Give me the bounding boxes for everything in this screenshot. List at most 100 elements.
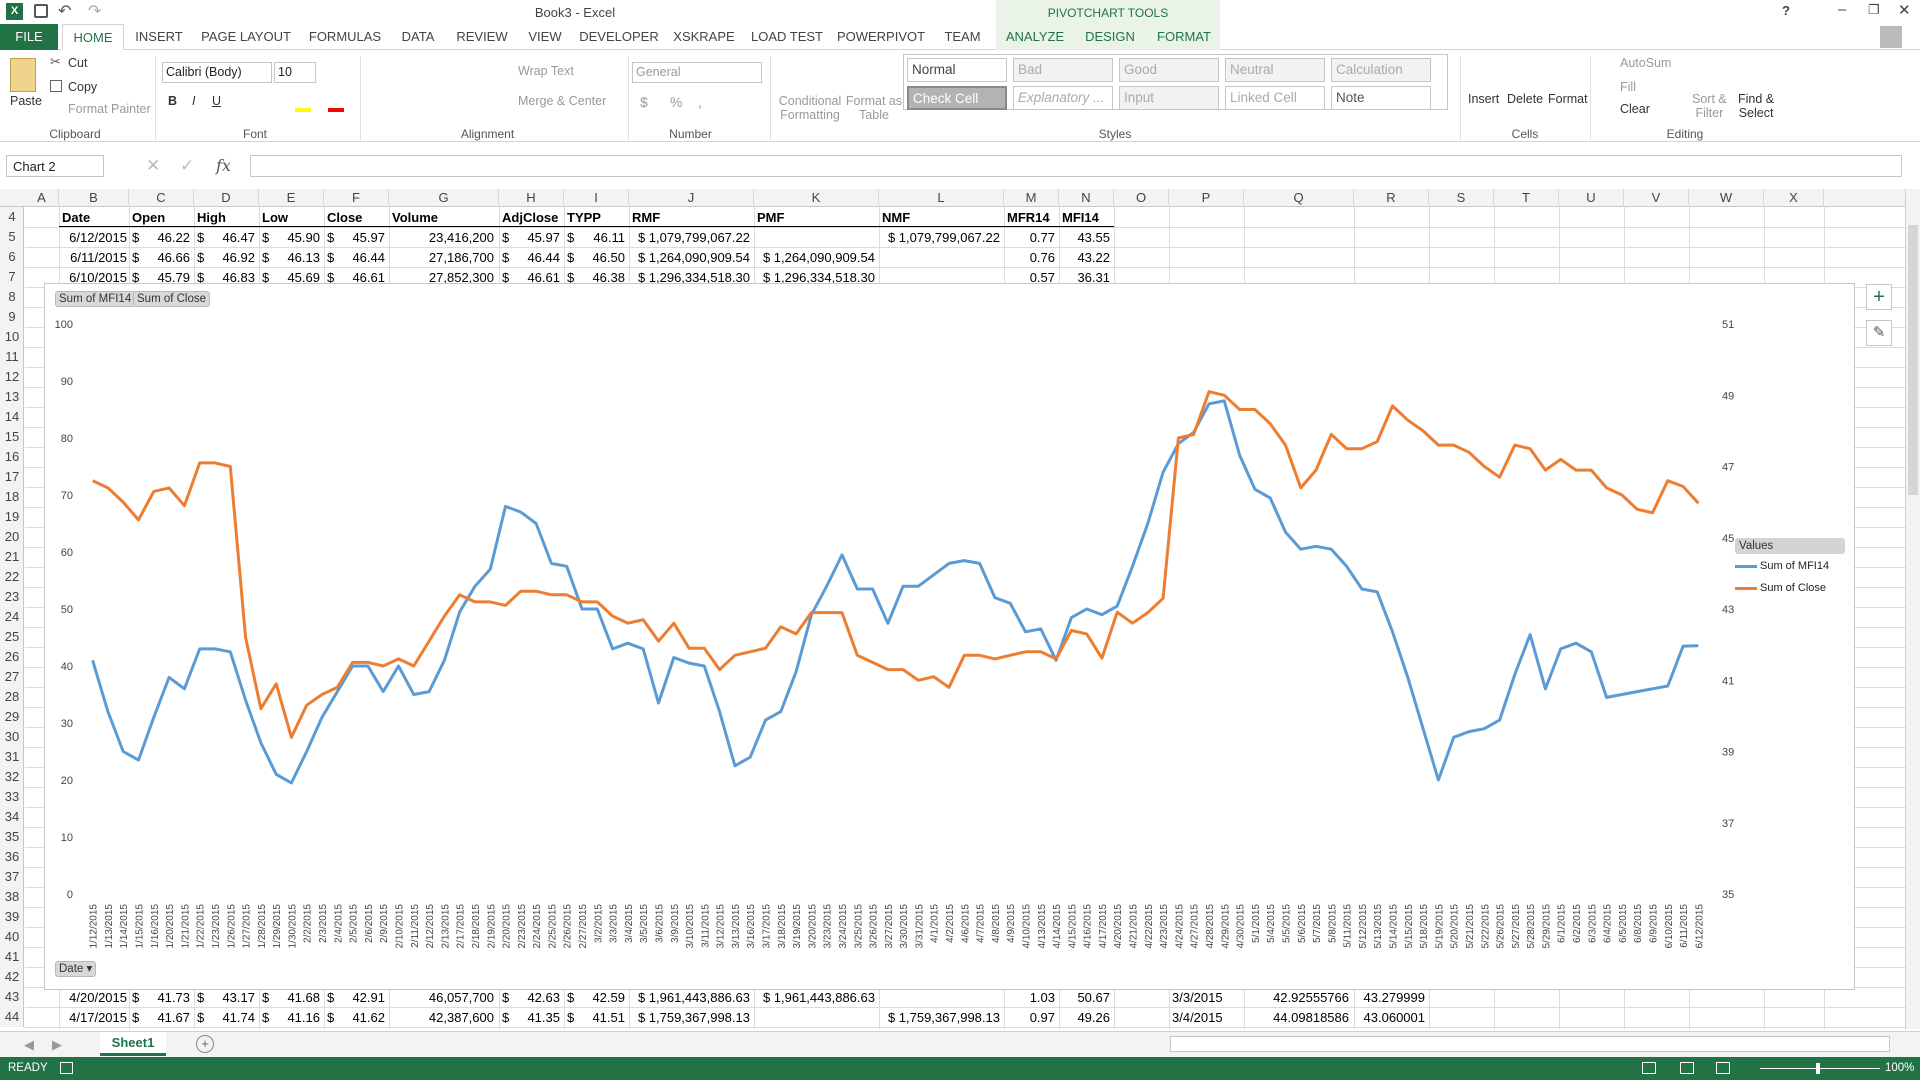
font-color-icon[interactable] bbox=[328, 108, 344, 112]
cell[interactable]: 42,387,600 bbox=[428, 1010, 494, 1025]
cell[interactable]: 43.55 bbox=[1077, 230, 1110, 245]
page-layout-view-icon[interactable] bbox=[1680, 1062, 1694, 1074]
cell[interactable]: 46.50 bbox=[592, 250, 625, 265]
name-box[interactable]: Chart 2 bbox=[6, 155, 104, 177]
column-header[interactable]: U bbox=[1559, 189, 1624, 207]
cell[interactable]: 42.91 bbox=[352, 990, 385, 1005]
sheet-prev-icon[interactable]: ◀ bbox=[24, 1037, 34, 1052]
cell[interactable]: PMF bbox=[757, 210, 785, 225]
cell[interactable]: 4/17/2015 bbox=[69, 1010, 127, 1025]
cell[interactable]: $ bbox=[132, 250, 140, 265]
cell[interactable]: 0.76 bbox=[1029, 250, 1055, 265]
column-header[interactable]: K bbox=[754, 189, 879, 207]
tab-review[interactable]: REVIEW bbox=[456, 29, 508, 44]
row-header[interactable]: 32 bbox=[4, 769, 20, 784]
cancel-icon[interactable]: ✕ bbox=[146, 156, 161, 175]
undo-icon[interactable]: ↶ bbox=[58, 3, 72, 20]
cell[interactable]: $ bbox=[262, 230, 270, 245]
row-header[interactable]: 42 bbox=[4, 969, 20, 984]
zoom-level[interactable]: 100% bbox=[1885, 1062, 1915, 1074]
percent-button[interactable]: % bbox=[670, 94, 683, 110]
format-as-table-button[interactable]: Format as Table bbox=[845, 94, 903, 122]
cell[interactable]: 42.59 bbox=[592, 990, 625, 1005]
cell[interactable]: 6/11/2015 bbox=[70, 250, 127, 265]
column-header[interactable]: Q bbox=[1244, 189, 1354, 207]
cell[interactable]: $ bbox=[197, 1010, 205, 1025]
row-header[interactable]: 33 bbox=[4, 789, 20, 804]
row-header[interactable]: 24 bbox=[4, 609, 20, 624]
italic-button[interactable]: I bbox=[192, 94, 196, 108]
insert-cells-button[interactable]: Insert bbox=[1468, 92, 1500, 106]
row-header[interactable]: 29 bbox=[4, 709, 20, 724]
column-header[interactable]: H bbox=[499, 189, 564, 207]
formula-input[interactable] bbox=[250, 155, 1902, 177]
row-header[interactable]: 37 bbox=[4, 869, 20, 884]
tab-formulas[interactable]: FORMULAS bbox=[308, 29, 382, 44]
cell[interactable]: 36.31 bbox=[1077, 270, 1110, 285]
row-header[interactable]: 19 bbox=[4, 509, 20, 524]
row-header[interactable]: 15 bbox=[4, 429, 20, 444]
scroll-thumb[interactable] bbox=[1908, 225, 1918, 495]
cell[interactable]: 46.44 bbox=[352, 250, 385, 265]
style-explanatory[interactable]: Explanatory ... bbox=[1013, 86, 1113, 110]
cell[interactable]: 0.97 bbox=[1029, 1010, 1055, 1025]
row-header[interactable]: 12 bbox=[4, 369, 20, 384]
new-sheet-icon[interactable]: + bbox=[196, 1035, 214, 1053]
column-header[interactable]: A bbox=[25, 189, 59, 207]
tab-powerpivot[interactable]: POWERPIVOT bbox=[836, 29, 926, 44]
cell[interactable]: 6/12/2015 bbox=[69, 230, 127, 245]
row-header[interactable]: 11 bbox=[5, 349, 19, 364]
cell[interactable]: Close bbox=[327, 210, 363, 225]
row-header[interactable]: 8 bbox=[8, 289, 16, 304]
cell[interactable]: 43.060001 bbox=[1363, 1010, 1425, 1025]
cell[interactable]: $ 1,264,090,909.54 bbox=[762, 250, 875, 265]
cell[interactable]: $ bbox=[502, 230, 510, 245]
column-header[interactable]: E bbox=[259, 189, 324, 207]
cell[interactable]: 41.51 bbox=[592, 1010, 625, 1025]
bold-button[interactable]: B bbox=[168, 94, 178, 108]
tab-team[interactable]: TEAM bbox=[944, 29, 981, 44]
tab-page-layout[interactable]: PAGE LAYOUT bbox=[201, 29, 291, 44]
cell[interactable]: 42.63 bbox=[527, 990, 560, 1005]
font-size-box[interactable]: 10 bbox=[274, 62, 316, 83]
style-bad[interactable]: Bad bbox=[1013, 58, 1113, 82]
cell[interactable]: $ bbox=[262, 270, 270, 285]
cell[interactable]: 27,186,700 bbox=[428, 250, 494, 265]
enter-icon[interactable]: ✓ bbox=[180, 156, 195, 175]
row-header[interactable]: 13 bbox=[4, 389, 20, 404]
zoom-thumb[interactable] bbox=[1816, 1063, 1820, 1074]
column-header[interactable]: L bbox=[879, 189, 1004, 207]
row-header[interactable]: 27 bbox=[4, 669, 20, 684]
cell[interactable]: 46.61 bbox=[527, 270, 560, 285]
chart-styles-brush-icon[interactable]: ✎ bbox=[1866, 320, 1892, 346]
cell[interactable]: 45.97 bbox=[527, 230, 560, 245]
macro-record-icon[interactable] bbox=[60, 1062, 73, 1074]
font-name-box[interactable]: Calibri (Body) bbox=[162, 62, 272, 83]
pivot-chart[interactable]: Sum of MFI14 Sum of Close Date ▾ 0 10 20 30… bbox=[44, 283, 1855, 990]
cell[interactable]: $ 1,264,090,909.54 bbox=[637, 250, 750, 265]
cell[interactable]: $ 1,296,334,518.30 bbox=[762, 270, 875, 285]
chart-elements-button[interactable]: + bbox=[1866, 284, 1892, 310]
cell[interactable]: $ bbox=[327, 270, 335, 285]
column-header[interactable]: V bbox=[1624, 189, 1689, 207]
cell[interactable]: 41.73 bbox=[157, 990, 190, 1005]
cell[interactable]: $ 1,759,367,998.13 bbox=[637, 1010, 750, 1025]
cell[interactable]: TYPP bbox=[567, 210, 601, 225]
cell[interactable]: $ 1,079,799,067.22 bbox=[887, 230, 1000, 245]
row-header[interactable]: 43 bbox=[4, 989, 20, 1004]
cell[interactable]: 41.67 bbox=[157, 1010, 190, 1025]
cell[interactable]: $ 1,079,799,067.22 bbox=[637, 230, 750, 245]
column-header[interactable]: I bbox=[564, 189, 629, 207]
cell[interactable]: Low bbox=[262, 210, 288, 225]
row-header[interactable]: 18 bbox=[4, 489, 20, 504]
cell[interactable]: $ bbox=[132, 990, 140, 1005]
style-check-cell[interactable]: Check Cell bbox=[907, 86, 1007, 110]
cell[interactable]: $ bbox=[197, 250, 205, 265]
tab-format[interactable]: FORMAT bbox=[1157, 29, 1211, 44]
cell[interactable]: 50.67 bbox=[1077, 990, 1110, 1005]
cell[interactable]: 45.79 bbox=[157, 270, 190, 285]
cell[interactable]: 41.68 bbox=[287, 990, 320, 1005]
cell[interactable]: $ bbox=[567, 250, 575, 265]
cell[interactable]: 45.69 bbox=[287, 270, 320, 285]
cell[interactable]: 46.44 bbox=[527, 250, 560, 265]
